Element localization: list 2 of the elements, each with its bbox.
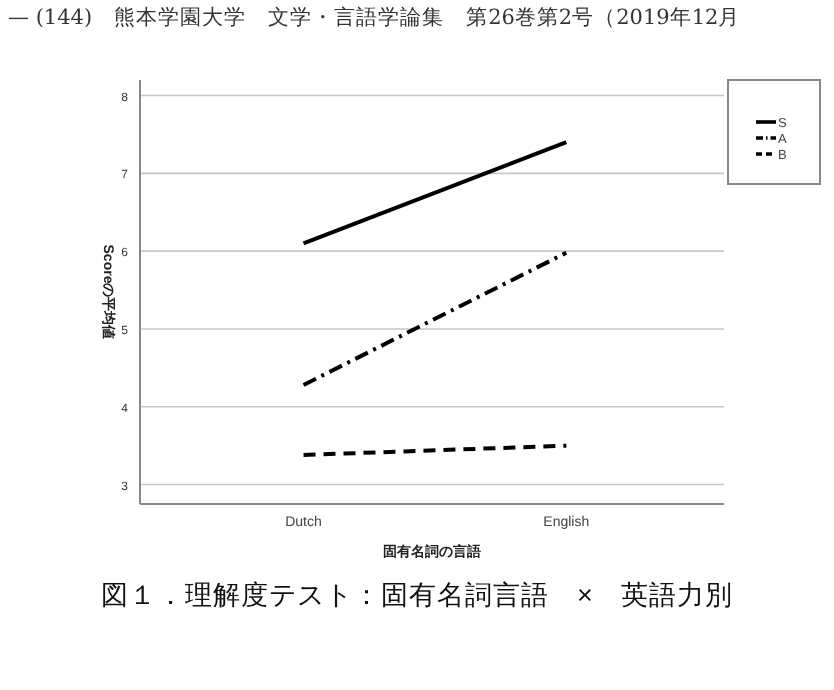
text: — (144) 熊本学園大学 文学・言語学論集 第26巻第2号（2019年12月 [8, 4, 741, 30]
text: 図１．理解度テスト：固有名詞言語 × 英語力別 [101, 580, 733, 610]
